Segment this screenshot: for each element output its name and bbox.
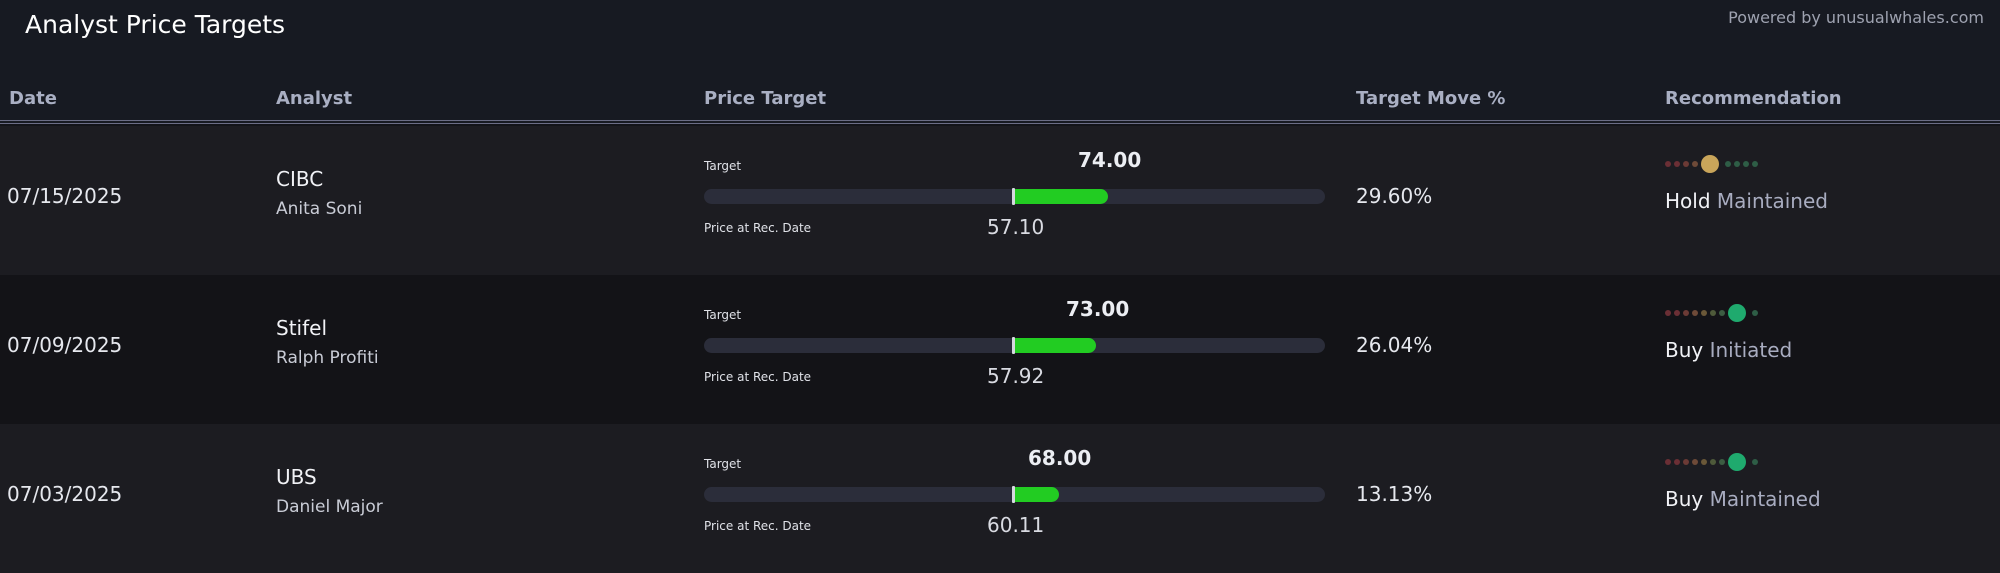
target-label: Target — [704, 308, 742, 322]
price-at-rec-label: Price at Rec. Date — [704, 519, 812, 533]
rating-dot — [1683, 310, 1689, 316]
top-bar: Analyst Price Targets Powered by unusual… — [0, 0, 2000, 70]
column-header-analyst[interactable]: Analyst — [276, 88, 353, 109]
rating-dot — [1725, 161, 1731, 167]
column-header-recommendation[interactable]: Recommendation — [1665, 88, 1842, 109]
rating-dot — [1665, 310, 1671, 316]
price-target-bar-fill — [1013, 189, 1108, 204]
page-title: Analyst Price Targets — [25, 10, 286, 39]
rating-scale-dots — [1665, 303, 1785, 323]
price-target-bar — [704, 337, 1325, 354]
powered-by-link[interactable]: Powered by unusualwhales.com — [1728, 8, 1984, 27]
rating-dot — [1683, 459, 1689, 465]
rating-dot — [1665, 161, 1671, 167]
date-cell: 07/03/2025 — [7, 482, 123, 506]
date-cell: 07/09/2025 — [7, 333, 123, 357]
table-header: Date Analyst Price Target Target Move % … — [0, 70, 2000, 124]
rating-action: Initiated — [1709, 338, 1793, 362]
target-move-percent: 29.60% — [1356, 184, 1433, 208]
firm-name: UBS — [276, 465, 317, 489]
price-at-rec-value: 57.10 — [987, 215, 1045, 239]
recommendation: Hold Maintained — [1665, 189, 1828, 213]
rating-dot-active — [1728, 453, 1746, 471]
price-target-bar — [704, 486, 1325, 503]
analyst-name: Ralph Profiti — [276, 348, 379, 368]
rating-action: Maintained — [1716, 189, 1828, 213]
rating-text: Buy — [1665, 487, 1704, 511]
price-target-bar-fill — [1013, 338, 1096, 353]
rating-dot — [1710, 310, 1716, 316]
price-target-bar-fill — [1013, 487, 1059, 502]
target-value: 68.00 — [1028, 446, 1092, 470]
table-row[interactable]: 07/15/2025 CIBC Anita Soni Target 74.00 … — [0, 126, 2000, 275]
rating-dot — [1734, 161, 1740, 167]
rating-dot — [1665, 459, 1671, 465]
column-header-date[interactable]: Date — [9, 88, 57, 109]
rating-dot — [1701, 459, 1707, 465]
target-move-percent: 26.04% — [1356, 333, 1433, 357]
rating-dot — [1752, 459, 1758, 465]
recommendation: Buy Maintained — [1665, 487, 1821, 511]
date-cell: 07/15/2025 — [7, 184, 123, 208]
target-value: 73.00 — [1066, 297, 1130, 321]
firm-name: Stifel — [276, 316, 327, 340]
rating-text: Hold — [1665, 189, 1711, 213]
rating-action: Maintained — [1709, 487, 1821, 511]
price-target-bar — [704, 188, 1325, 205]
target-move-percent: 13.13% — [1356, 482, 1433, 506]
target-label: Target — [704, 159, 742, 173]
rating-scale-dots — [1665, 154, 1785, 174]
rating-dot — [1674, 161, 1680, 167]
price-at-rec-marker — [1012, 188, 1015, 205]
table-row[interactable]: 07/09/2025 Stifel Ralph Profiti Target 7… — [0, 275, 2000, 424]
price-at-rec-marker — [1012, 486, 1015, 503]
rating-dot — [1701, 310, 1707, 316]
rating-dot — [1743, 161, 1749, 167]
price-at-rec-value: 60.11 — [987, 513, 1045, 537]
price-at-rec-label: Price at Rec. Date — [704, 221, 812, 235]
firm-name: CIBC — [276, 167, 324, 191]
rating-dot-active — [1701, 155, 1719, 173]
rating-dot — [1674, 459, 1680, 465]
target-value: 74.00 — [1078, 148, 1142, 172]
column-header-price-target[interactable]: Price Target — [704, 88, 827, 109]
rating-dot — [1719, 310, 1725, 316]
recommendation: Buy Initiated — [1665, 338, 1792, 362]
rating-dot — [1752, 310, 1758, 316]
analyst-name: Anita Soni — [276, 199, 363, 219]
analyst-name: Daniel Major — [276, 497, 383, 517]
rating-dot — [1674, 310, 1680, 316]
rating-dot — [1710, 459, 1716, 465]
column-header-target-move[interactable]: Target Move % — [1356, 88, 1506, 109]
price-at-rec-value: 57.92 — [987, 364, 1045, 388]
rating-dot — [1719, 459, 1725, 465]
rating-dot — [1683, 161, 1689, 167]
rating-text: Buy — [1665, 338, 1704, 362]
rating-dot — [1692, 310, 1698, 316]
rating-dot-active — [1728, 304, 1746, 322]
rating-scale-dots — [1665, 452, 1785, 472]
table-row[interactable]: 07/03/2025 UBS Daniel Major Target 68.00… — [0, 424, 2000, 573]
rating-dot — [1752, 161, 1758, 167]
price-at-rec-marker — [1012, 337, 1015, 354]
target-label: Target — [704, 457, 742, 471]
rating-dot — [1692, 459, 1698, 465]
price-at-rec-label: Price at Rec. Date — [704, 370, 812, 384]
rating-dot — [1692, 161, 1698, 167]
